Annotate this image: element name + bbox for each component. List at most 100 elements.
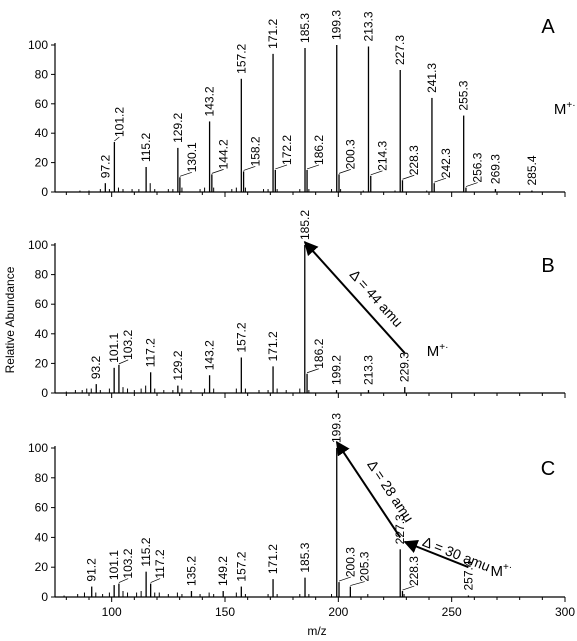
peak-label: 171.2 <box>266 18 280 48</box>
peak-label: 103.2 <box>121 548 135 578</box>
y-tick-label: 40 <box>35 327 49 341</box>
peak-label: 285.4 <box>525 155 539 185</box>
peak-label: 135.2 <box>184 556 198 586</box>
peak-label: 200.3 <box>344 139 358 169</box>
peak-label: 91.2 <box>85 558 99 582</box>
peak-label: 157.2 <box>234 322 248 352</box>
peak-label: 213.3 <box>361 11 375 41</box>
peak-label: 241.3 <box>425 63 439 93</box>
y-tick-label: 0 <box>41 386 48 400</box>
peak-label-leader <box>370 170 383 176</box>
peak-label: 186.2 <box>312 135 326 165</box>
peak-label-leader <box>306 368 319 374</box>
peak-label: 227.3 <box>393 35 407 65</box>
peak-label-leader <box>350 581 365 586</box>
y-tick-label: 60 <box>35 97 49 111</box>
y-tick-label: 80 <box>35 67 49 81</box>
peak-label: 115.2 <box>139 133 153 162</box>
peak-label: 157.2 <box>234 551 248 581</box>
peak-label: 228.3 <box>407 145 421 175</box>
peak-label: 227.3 <box>393 514 407 544</box>
x-axis-title: m/z <box>307 624 326 638</box>
peak-label: 185.3 <box>298 13 312 43</box>
panel-label: B <box>541 255 554 277</box>
peak-label: 143.2 <box>203 340 217 370</box>
peak-label: 228.3 <box>407 556 421 586</box>
peak-label: 149.2 <box>216 556 230 586</box>
y-tick-label: 60 <box>35 501 49 515</box>
peak-label: 256.3 <box>471 152 485 182</box>
molecular-ion-symbol: M <box>554 101 567 118</box>
molecular-ion-label: M+· <box>554 100 576 118</box>
delta-arrow <box>303 240 406 354</box>
peak-label: 101.1 <box>107 550 121 580</box>
peak-label: 172.2 <box>280 135 294 165</box>
peak-label-leader <box>338 576 351 582</box>
panel-label: C <box>541 458 555 480</box>
y-tick-label: 100 <box>28 238 48 252</box>
peak-label-leader <box>118 578 129 583</box>
peak-label: 171.2 <box>266 331 280 361</box>
y-tick-label: 20 <box>35 356 49 370</box>
peak-label: 185.2 <box>298 210 312 240</box>
peak-label: 93.2 <box>89 355 103 379</box>
peak-label: 115.2 <box>139 537 153 566</box>
y-tick-label: 100 <box>28 441 48 455</box>
y-tick-label: 20 <box>35 156 49 170</box>
x-tick-label: 250 <box>442 605 462 619</box>
molecular-ion-label: M+· <box>490 562 512 580</box>
peak-label: 213.3 <box>361 355 375 385</box>
peak-label-leader <box>114 136 120 142</box>
peak-label: 117.2 <box>153 549 167 578</box>
x-tick-label: 300 <box>555 605 575 619</box>
peak-label: 229.3 <box>398 352 412 382</box>
peak-label-leader <box>118 359 129 365</box>
peak-label: 103.2 <box>121 330 135 360</box>
peak-label: 101.2 <box>112 107 126 137</box>
y-tick-label: 100 <box>28 38 48 52</box>
peak-label: 185.3 <box>298 542 312 572</box>
molecular-ion-symbol: M <box>490 563 503 580</box>
y-axis-title: Relative Abundance <box>3 266 17 373</box>
molecular-ion-label: M+· <box>427 342 449 360</box>
peak-label: 199.3 <box>330 413 344 443</box>
molecular-ion-charge: +· <box>439 342 448 353</box>
x-tick-label: 200 <box>328 605 348 619</box>
y-tick-label: 60 <box>35 297 49 311</box>
peak-label: 255.3 <box>457 80 471 110</box>
x-tick-label: 100 <box>102 605 122 619</box>
peak-label: 144.2 <box>217 139 231 169</box>
delta-annotation: Δ = 30 amu <box>420 533 492 574</box>
peak-label: 158.2 <box>248 136 262 166</box>
peak-label-leader <box>434 177 447 183</box>
panel-label: A <box>541 16 555 38</box>
peak-label: 130.1 <box>185 142 199 172</box>
peak-label: 101.1 <box>107 332 121 362</box>
y-tick-label: 80 <box>35 268 49 282</box>
x-tick-label: 150 <box>215 605 235 619</box>
delta-arrow <box>403 540 469 569</box>
peak-label: 157.2 <box>234 43 248 73</box>
peak-label-leader <box>150 578 161 583</box>
peak-label-leader <box>306 164 320 170</box>
peak-label-leader <box>402 174 415 180</box>
peak-label: 257.4 <box>461 560 475 590</box>
peak-label: 97.2 <box>98 154 112 178</box>
peak-label: 117.2 <box>144 338 158 367</box>
y-tick-label: 40 <box>35 126 49 140</box>
y-tick-label: 0 <box>41 185 48 199</box>
peak-label: 171.2 <box>266 544 280 574</box>
peak-label: 214.3 <box>375 140 389 170</box>
peak-label: 199.3 <box>330 10 344 40</box>
delta-annotation: Δ = 28 amu <box>364 457 417 525</box>
y-tick-label: 20 <box>35 560 49 574</box>
peak-label-leader <box>211 169 224 174</box>
y-tick-label: 80 <box>35 471 49 485</box>
delta-arrow <box>335 440 402 538</box>
molecular-ion-charge: +· <box>566 100 575 111</box>
peak-label: 129.2 <box>171 113 185 143</box>
molecular-ion-charge: +· <box>503 562 512 573</box>
